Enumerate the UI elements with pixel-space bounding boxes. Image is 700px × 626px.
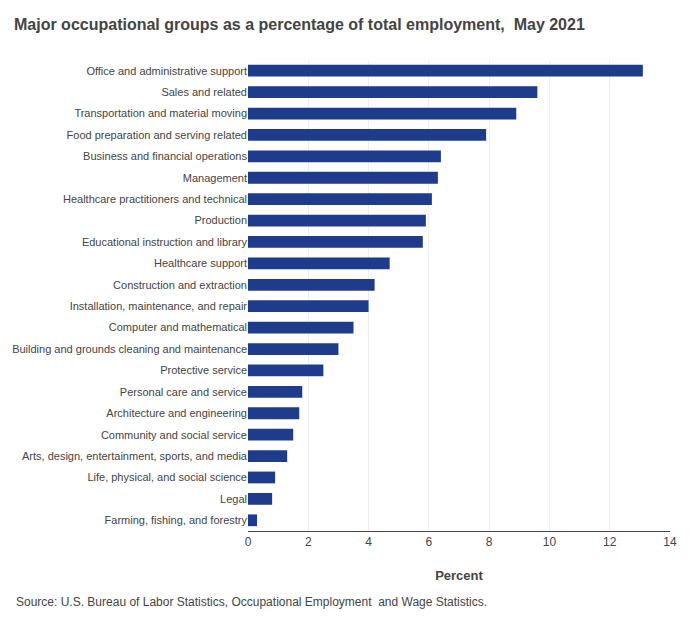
svg-text:Farming, fishing, and forestry: Farming, fishing, and forestry xyxy=(105,514,248,526)
svg-text:10: 10 xyxy=(543,535,557,549)
svg-text:Healthcare practitioners and t: Healthcare practitioners and technical xyxy=(63,193,247,205)
svg-text:Major occupational groups as a: Major occupational groups as a percentag… xyxy=(14,16,585,33)
svg-text:Legal: Legal xyxy=(220,493,247,505)
svg-text:Life, physical, and social sci: Life, physical, and social science xyxy=(87,471,247,483)
svg-text:Source: U.S. Bureau of Labor S: Source: U.S. Bureau of Labor Statistics,… xyxy=(16,595,487,609)
svg-text:4: 4 xyxy=(365,535,372,549)
svg-text:Personal care and service: Personal care and service xyxy=(120,386,247,398)
svg-text:2: 2 xyxy=(305,535,312,549)
svg-text:Sales and related: Sales and related xyxy=(161,86,247,98)
svg-text:Food preparation and serving r: Food preparation and serving related xyxy=(67,129,247,141)
svg-text:Construction and extraction: Construction and extraction xyxy=(113,279,247,291)
svg-text:Architecture and engineering: Architecture and engineering xyxy=(106,407,247,419)
svg-text:Percent: Percent xyxy=(435,568,483,583)
svg-text:Protective service: Protective service xyxy=(160,364,247,376)
svg-text:Healthcare support: Healthcare support xyxy=(154,257,247,269)
svg-text:Community and social service: Community and social service xyxy=(101,429,247,441)
svg-text:Office and administrative supp: Office and administrative support xyxy=(86,65,247,77)
svg-text:Building and grounds cleaning: Building and grounds cleaning and mainte… xyxy=(12,343,247,355)
svg-text:Business and financial operati: Business and financial operations xyxy=(83,150,247,162)
svg-text:Management: Management xyxy=(183,172,247,184)
svg-text:14: 14 xyxy=(663,535,677,549)
svg-text:6: 6 xyxy=(426,535,433,549)
svg-text:Computer and mathematical: Computer and mathematical xyxy=(109,321,247,333)
svg-text:12: 12 xyxy=(603,535,617,549)
svg-text:Production: Production xyxy=(194,214,247,226)
svg-text:8: 8 xyxy=(486,535,493,549)
svg-text:0: 0 xyxy=(245,535,252,549)
svg-text:Transportation and material mo: Transportation and material moving xyxy=(74,107,247,119)
svg-text:Educational instruction and li: Educational instruction and library xyxy=(82,236,248,248)
svg-text:Installation, maintenance, and: Installation, maintenance, and repair xyxy=(70,300,248,312)
svg-text:Arts, design, entertainment, s: Arts, design, entertainment, sports, and… xyxy=(22,450,248,462)
